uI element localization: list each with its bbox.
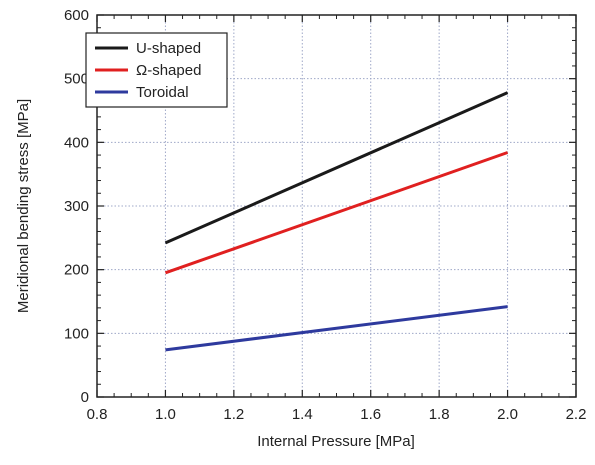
x-tick-label: 1.2	[223, 406, 244, 423]
y-axis-label: Meridional bending stress [MPa]	[15, 99, 32, 313]
x-tick-label: 0.8	[87, 406, 108, 423]
y-tick-label: 400	[64, 134, 89, 151]
x-tick-label: 1.6	[360, 406, 381, 423]
y-tick-label: 500	[64, 71, 89, 88]
x-tick-label: 2.0	[497, 406, 518, 423]
x-tick-label: 1.8	[429, 406, 450, 423]
series-line-u-shaped	[164, 91, 509, 245]
y-tick-label: 300	[64, 198, 89, 215]
y-tick-label: 600	[64, 7, 89, 24]
legend-label-omega-shaped: Ω-shaped	[136, 62, 201, 79]
tick-labels: 0.8 1.0 1.2 1.4 1.6 1.8 2.0 2.2 0 100 200 300 400 500…	[64, 7, 586, 423]
series-line-toroidal	[165, 305, 508, 352]
y-tick-label: 100	[64, 325, 89, 342]
legend-label-u-shaped: U-shaped	[136, 40, 201, 57]
y-tick-label: 0	[81, 389, 89, 406]
x-tick-label: 2.2	[566, 406, 587, 423]
x-tick-label: 1.0	[155, 406, 176, 423]
y-tick-label: 200	[64, 262, 89, 279]
x-tick-label: 1.4	[292, 406, 313, 423]
series-lines	[164, 91, 509, 352]
series-line-omega-shaped	[164, 151, 509, 275]
x-axis-label: Internal Pressure [MPa]	[257, 433, 415, 450]
legend: U-shaped Ω-shaped Toroidal	[85, 32, 228, 108]
legend-label-toroidal: Toroidal	[136, 84, 189, 101]
